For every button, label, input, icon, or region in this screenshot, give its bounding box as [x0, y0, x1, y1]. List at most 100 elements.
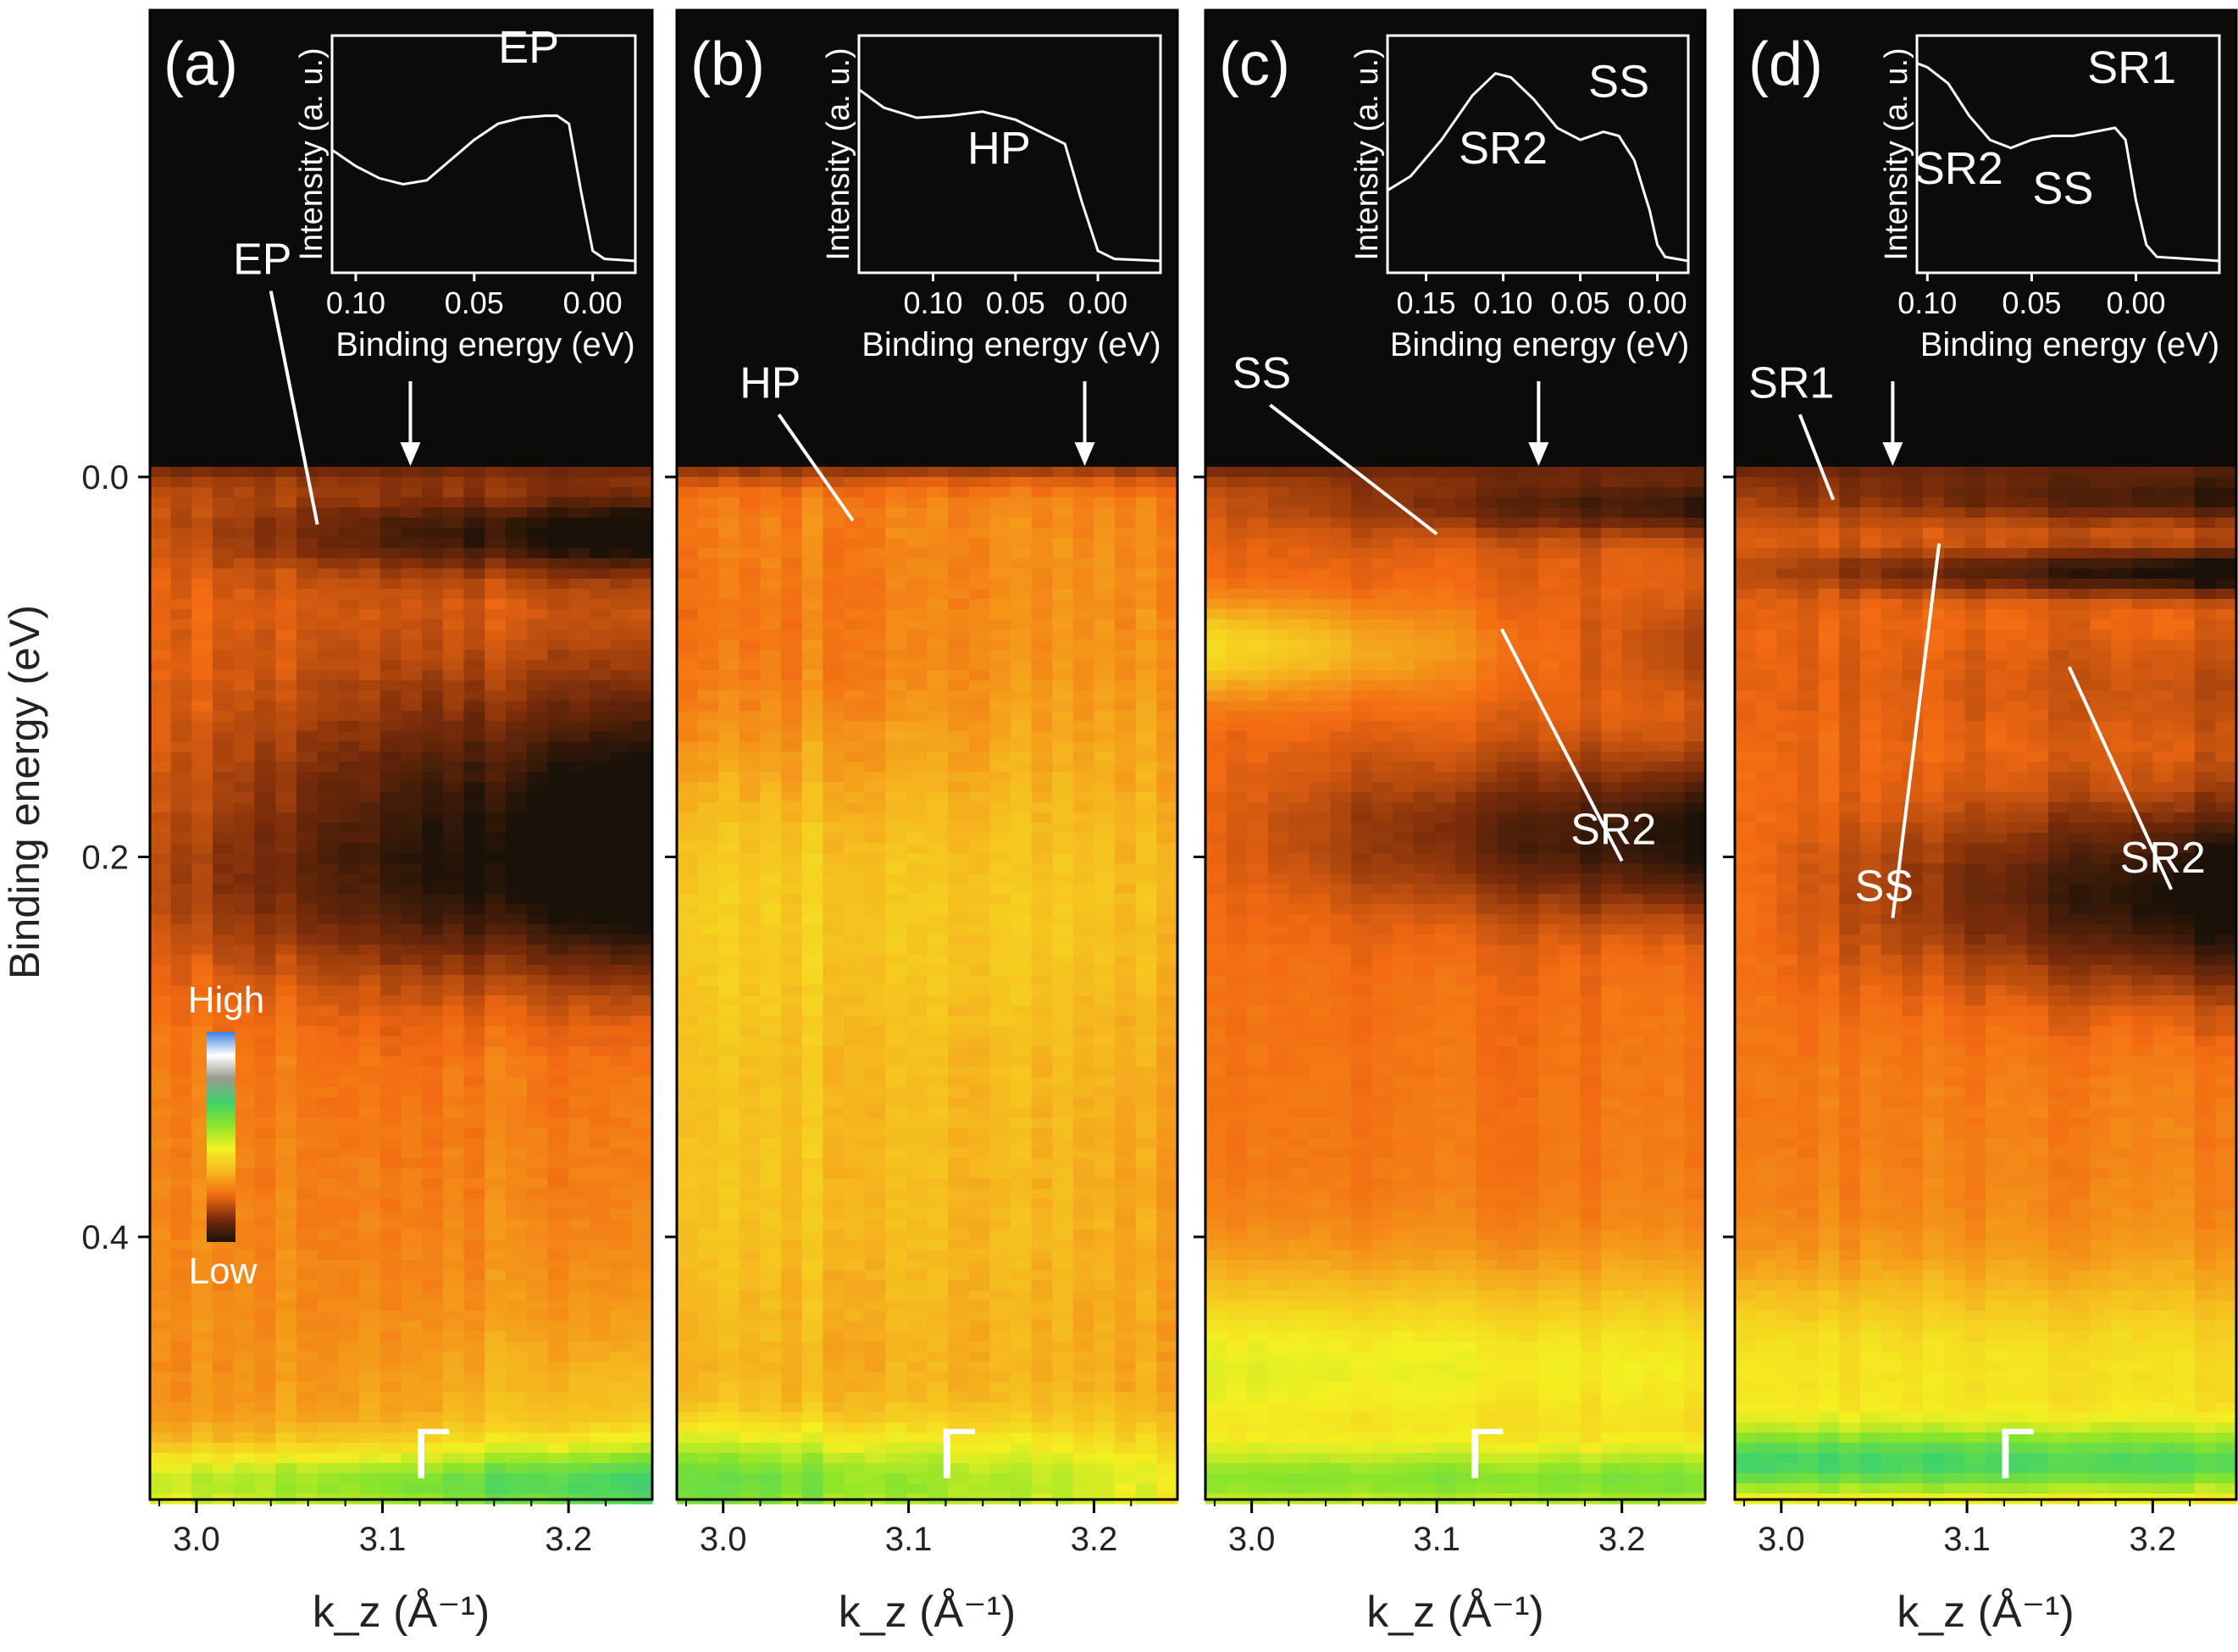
heatmap-cell	[150, 1321, 172, 1332]
heatmap-cell	[781, 782, 803, 793]
x-axis-label: k_z (Å⁻¹)	[313, 1588, 490, 1637]
heatmap-cell	[191, 1361, 213, 1372]
heatmap-cell	[677, 924, 699, 935]
heatmap-cell	[463, 1087, 485, 1098]
heatmap-cell	[526, 1189, 549, 1200]
heatmap-cell	[485, 1473, 507, 1484]
heatmap-cell	[989, 1006, 1011, 1017]
heatmap-cell	[275, 741, 297, 752]
heatmap-cell	[989, 1036, 1011, 1047]
heatmap-cell	[610, 975, 632, 986]
heatmap-cell	[485, 1097, 507, 1108]
heatmap-cell	[442, 640, 465, 651]
heatmap-cell	[547, 924, 569, 935]
heatmap-cell	[610, 904, 632, 915]
heatmap-cell	[906, 751, 928, 762]
heatmap-cell	[1115, 1138, 1137, 1149]
heatmap-cell	[191, 802, 213, 813]
heatmap-cell	[610, 1331, 632, 1342]
heatmap-cell	[948, 721, 970, 732]
heatmap-cell	[589, 518, 612, 529]
heatmap-cell	[317, 507, 339, 518]
heatmap-cell	[463, 650, 485, 661]
heatmap-cell	[275, 629, 297, 640]
heatmap-cell	[359, 1392, 381, 1403]
heatmap-cell	[359, 995, 381, 1006]
heatmap-cell	[801, 1392, 823, 1403]
heatmap-cell	[338, 1036, 360, 1047]
heatmap-cell	[506, 1067, 528, 1078]
heatmap-cell	[989, 1067, 1011, 1078]
heatmap-cell	[275, 1443, 297, 1454]
heatmap-cell	[1011, 568, 1033, 579]
heatmap-cell	[739, 751, 762, 762]
heatmap-cell	[485, 1117, 507, 1128]
heatmap-cell	[191, 955, 213, 966]
heatmap-cell	[233, 995, 256, 1006]
heatmap-cell	[422, 1402, 444, 1413]
heatmap-cell	[697, 1077, 719, 1088]
heatmap-cell	[463, 1372, 485, 1383]
heatmap-cell	[547, 1300, 569, 1311]
heatmap-cell	[1052, 1361, 1074, 1372]
heatmap-cell	[526, 924, 549, 935]
heatmap-cell	[739, 975, 762, 986]
heatmap-cell	[844, 548, 866, 559]
heatmap-cell	[170, 1422, 192, 1433]
heatmap-cell	[275, 823, 297, 834]
heatmap-cell	[359, 1422, 381, 1433]
heatmap-cell	[233, 1077, 256, 1088]
heatmap-cell	[823, 640, 845, 651]
heatmap-cell	[1094, 1402, 1116, 1413]
heatmap-cell	[844, 1046, 866, 1057]
heatmap-cell	[506, 945, 528, 956]
heatmap-cell	[610, 721, 632, 732]
heatmap-cell	[442, 1433, 465, 1444]
heatmap-cell	[463, 680, 485, 691]
heatmap-cell	[1052, 1107, 1074, 1118]
heatmap-cell	[864, 1382, 886, 1393]
heatmap-cell	[610, 548, 632, 559]
heatmap-cell	[359, 1219, 381, 1230]
heatmap-cell	[989, 995, 1011, 1006]
heatmap-cell	[568, 884, 590, 895]
heatmap-cell	[568, 1107, 590, 1118]
heatmap-cell	[526, 1128, 549, 1139]
heatmap-cell	[463, 741, 485, 752]
heatmap-cell	[296, 1473, 319, 1484]
heatmap-cell	[526, 548, 549, 559]
heatmap-cell	[296, 965, 319, 976]
heatmap-cell	[927, 853, 949, 864]
heatmap-cell	[1031, 1026, 1053, 1037]
heatmap-cell	[401, 751, 423, 762]
heatmap-cell	[1094, 792, 1116, 803]
heatmap-cell	[296, 1026, 319, 1037]
heatmap-cell	[422, 1260, 444, 1271]
heatmap-cell	[989, 1280, 1011, 1291]
heatmap-cell	[1135, 1087, 1157, 1098]
heatmap-cell	[1052, 1331, 1074, 1342]
heatmap-cell	[781, 945, 803, 956]
heatmap-cell	[823, 1016, 845, 1027]
heatmap-cell	[927, 1168, 949, 1179]
heatmap-cell	[254, 894, 276, 905]
heatmap-cell	[718, 1209, 740, 1220]
heatmap-cell	[610, 751, 632, 762]
heatmap-cell	[233, 1239, 256, 1250]
heatmap-cell	[150, 1250, 172, 1261]
heatmap-cell	[906, 1209, 928, 1220]
heatmap-cell	[589, 1372, 612, 1383]
heatmap-cell	[547, 640, 569, 651]
heatmap-cell	[864, 924, 886, 935]
heatmap-cell	[233, 955, 256, 966]
heatmap-cell	[718, 1300, 740, 1311]
heatmap-cell	[191, 721, 213, 732]
heatmap-cell	[1072, 1453, 1095, 1464]
heatmap-cell	[296, 1016, 319, 1027]
heatmap-cell	[739, 1117, 762, 1128]
heatmap-cell	[823, 863, 845, 874]
heatmap-cell	[739, 1026, 762, 1037]
heatmap-cell	[150, 1026, 172, 1037]
heatmap-cell	[718, 914, 740, 925]
heatmap-cell	[927, 1107, 949, 1118]
